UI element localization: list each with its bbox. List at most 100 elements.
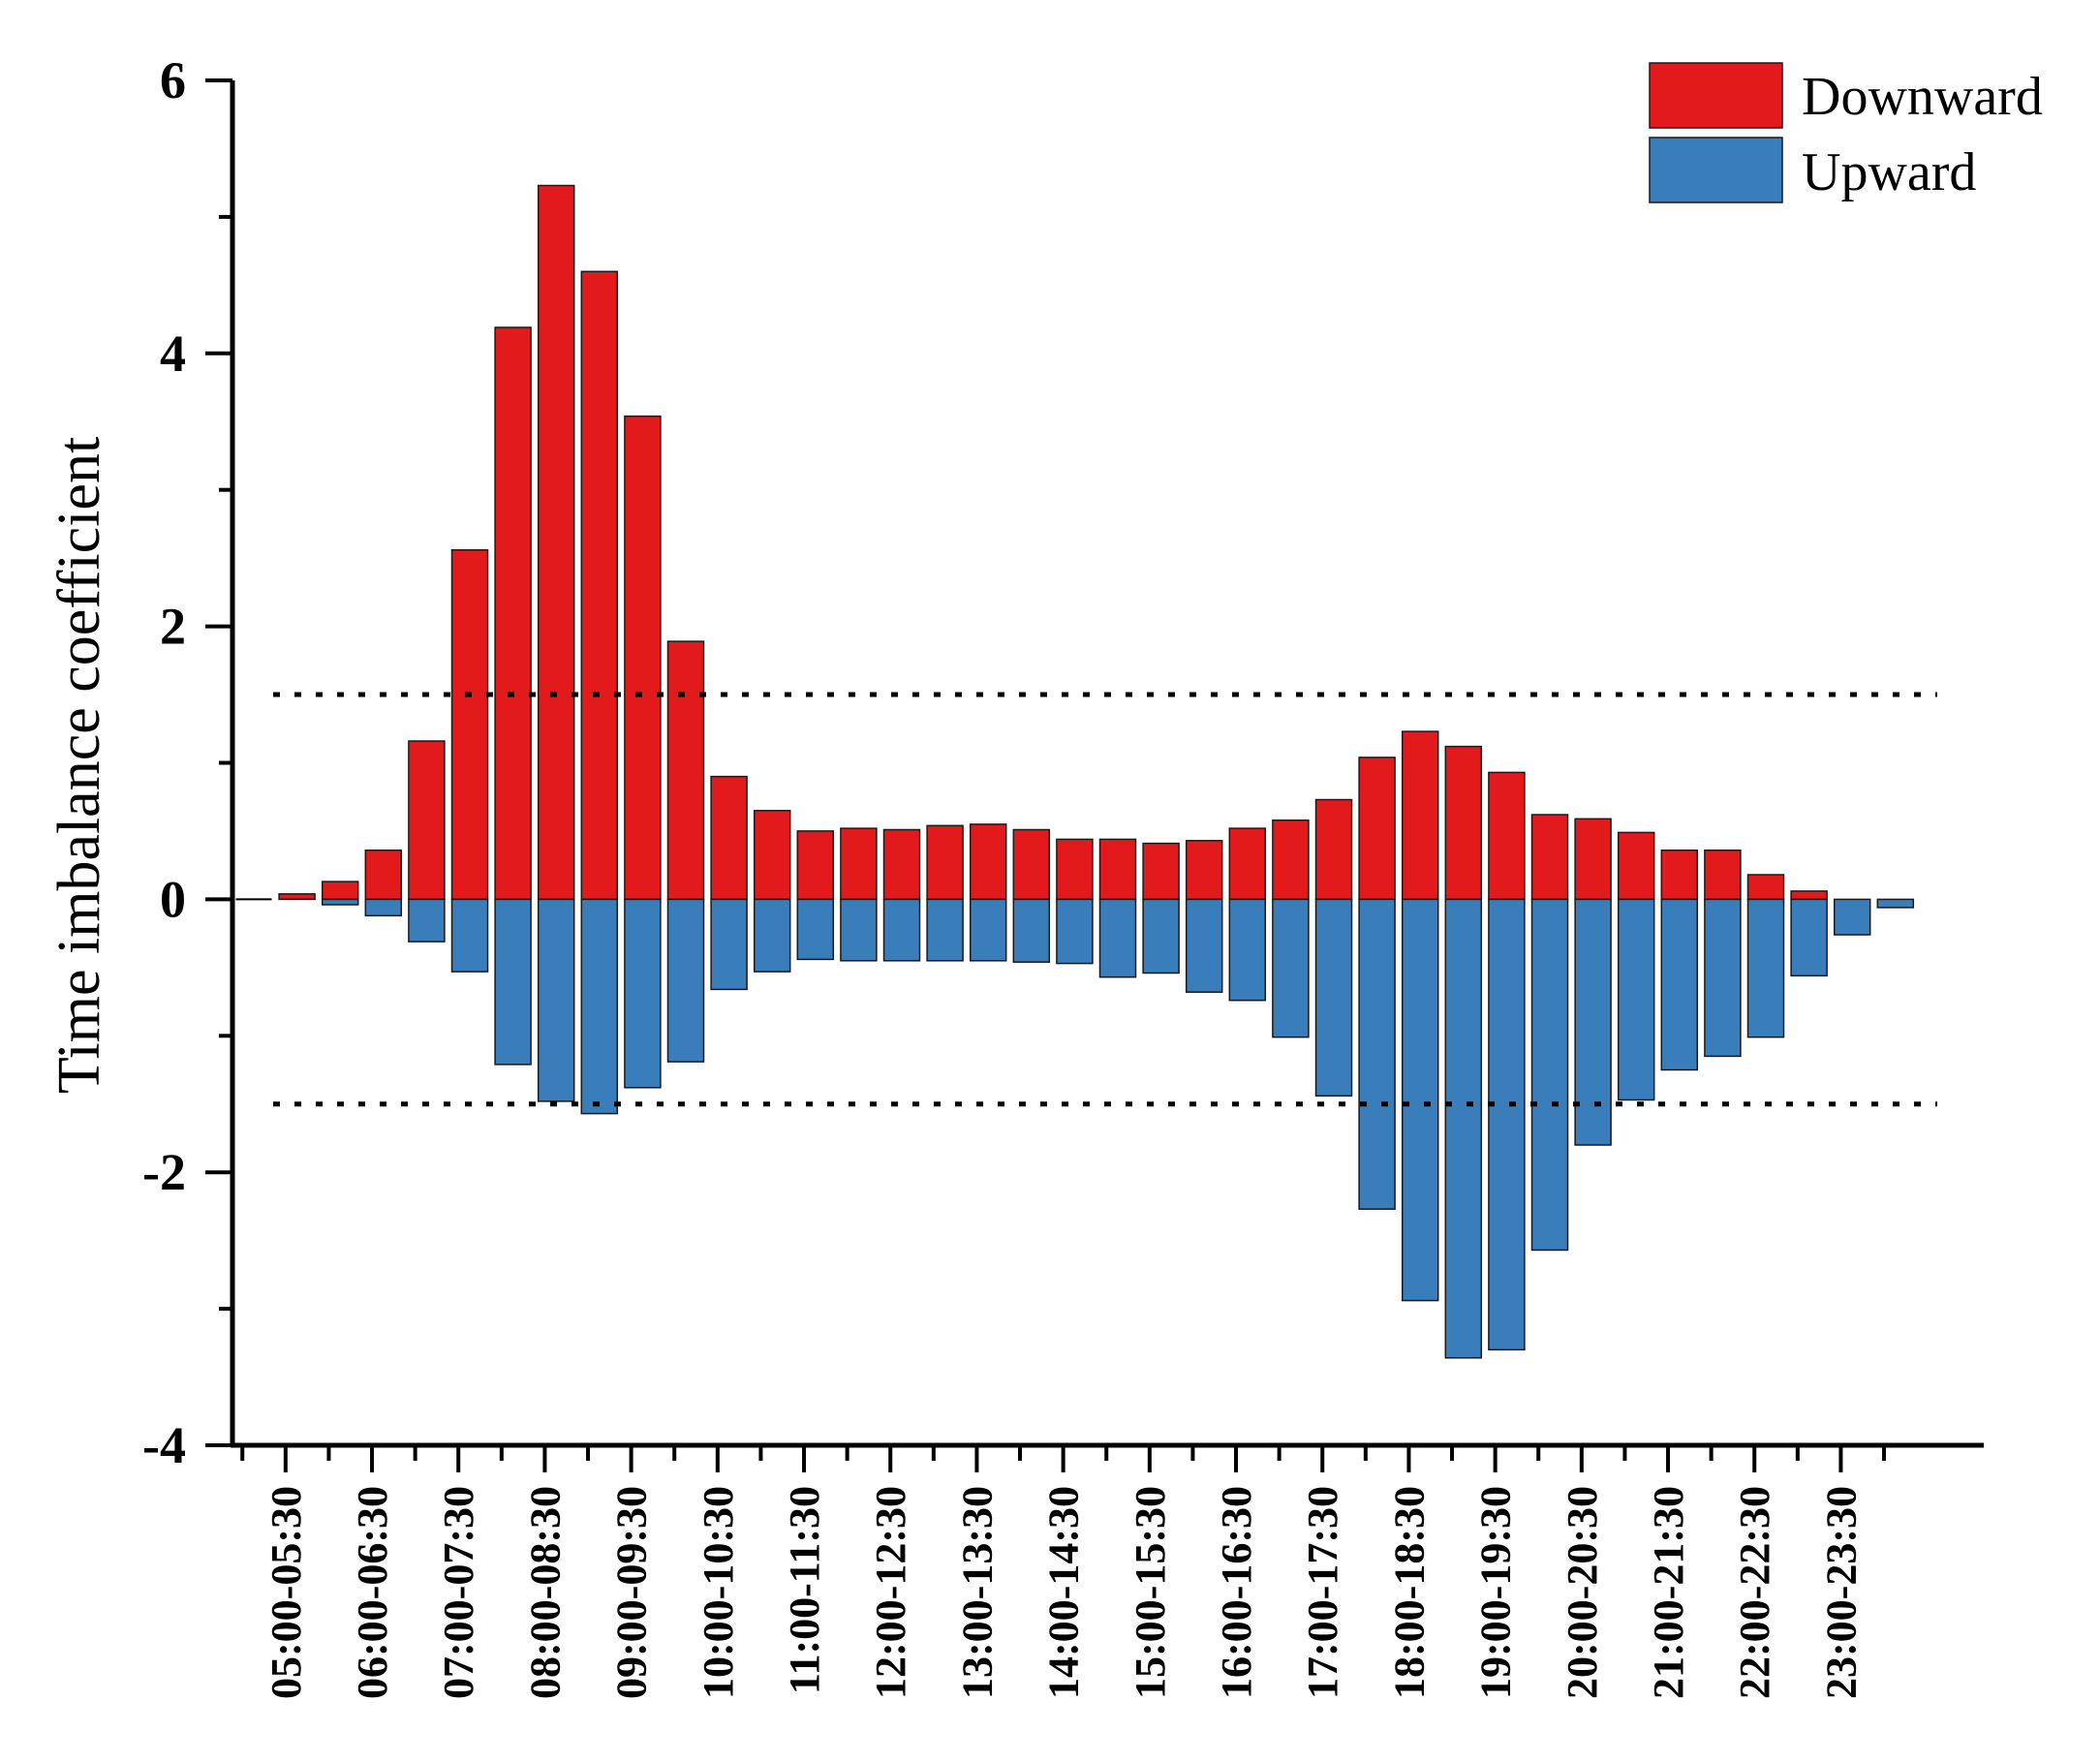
bar-downward-12 xyxy=(753,810,791,901)
bar-upward-14 xyxy=(840,898,878,962)
x-tick-label-13: 18:00-18:30 xyxy=(1385,1486,1433,1699)
bar-upward-20 xyxy=(1098,898,1137,978)
bar-upward-11 xyxy=(710,898,748,991)
x-tick-label-6: 11:00-11:30 xyxy=(781,1486,828,1694)
bar-upward-34 xyxy=(1704,898,1742,1058)
bar-upward-23 xyxy=(1228,898,1267,1002)
bar-upward-5 xyxy=(450,898,489,973)
y-tick-label-6: 6 xyxy=(160,51,186,109)
x-tick-labels: 05:00-05:30 06:00-06:30 07:00-07:30 08:00-0… xyxy=(262,1486,1866,1699)
bar-downward-6 xyxy=(494,326,532,901)
legend-swatch-upward xyxy=(1649,137,1783,203)
x-tick-label-15: 20:00-20:30 xyxy=(1559,1486,1606,1699)
bar-upward-18 xyxy=(1012,898,1051,963)
x-tick-label-11: 16:00-16:30 xyxy=(1213,1486,1260,1699)
bar-downward-16 xyxy=(926,824,964,901)
y-tick-label-4: 4 xyxy=(160,325,186,383)
bar-downward-2 xyxy=(321,881,359,901)
bar-upward-22 xyxy=(1185,898,1223,993)
bar-upward-27 xyxy=(1401,898,1439,1302)
bar-upward-8 xyxy=(580,898,619,1115)
bar-downward-19 xyxy=(1056,838,1094,901)
bar-downward-7 xyxy=(537,184,575,901)
legend-label-upward: Upward xyxy=(1802,142,1976,202)
bar-upward-6 xyxy=(494,898,532,1066)
bar-downward-1 xyxy=(278,893,316,901)
y-axis-title: Time imbalance coefficient xyxy=(46,437,112,1094)
bar-upward-32 xyxy=(1617,898,1655,1101)
bar-downward-21 xyxy=(1142,842,1180,901)
y-tick-labels: -4 -2 0 2 4 6 xyxy=(142,51,186,1474)
bar-downward-28 xyxy=(1444,745,1483,901)
x-tick-label-10: 15:00-15:30 xyxy=(1127,1486,1174,1699)
bar-downward-14 xyxy=(840,827,878,901)
bar-upward-37 xyxy=(1833,898,1871,936)
bar-upward-17 xyxy=(969,898,1007,962)
bar-upward-21 xyxy=(1142,898,1180,974)
bar-downward-17 xyxy=(969,823,1007,901)
bar-downward-10 xyxy=(666,640,705,901)
x-tick-label-17: 22:00-22:30 xyxy=(1731,1486,1778,1699)
bar-upward-16 xyxy=(926,898,964,962)
bar-downward-24 xyxy=(1272,819,1310,901)
bar-downward-31 xyxy=(1574,818,1612,901)
bar-upward-9 xyxy=(624,898,662,1089)
x-tick-label-18: 23:00-23:30 xyxy=(1817,1486,1865,1699)
y-tick-label--4: -4 xyxy=(142,1416,186,1474)
bar-upward-12 xyxy=(753,898,791,973)
axes xyxy=(205,78,1984,1472)
bar-upward-19 xyxy=(1056,898,1094,965)
x-tick-label-12: 17:00-17:30 xyxy=(1299,1486,1346,1699)
x-tick-label-4: 09:00-09:30 xyxy=(608,1486,656,1699)
bar-upward-24 xyxy=(1272,898,1310,1038)
bar-upward-29 xyxy=(1488,898,1526,1351)
x-tick-label-16: 21:00-21:30 xyxy=(1645,1486,1692,1699)
x-tick-label-5: 10:00-10:30 xyxy=(695,1486,742,1699)
bar-upward-7 xyxy=(537,898,575,1102)
bar-downward-32 xyxy=(1617,831,1655,901)
bar-upward-15 xyxy=(882,898,921,962)
legend-label-downward: Downward xyxy=(1802,67,2043,127)
bar-downward-3 xyxy=(364,849,403,901)
bar-downward-29 xyxy=(1488,771,1526,901)
legend-swatch-downward xyxy=(1649,62,1783,129)
bar-upward-30 xyxy=(1530,898,1569,1252)
x-tick-label-0: 05:00-05:30 xyxy=(262,1486,310,1699)
bar-downward-13 xyxy=(796,830,835,901)
bar-upward-3 xyxy=(364,898,403,917)
bars xyxy=(235,184,1915,1359)
bar-downward-20 xyxy=(1098,838,1137,901)
bar-downward-4 xyxy=(408,740,446,901)
bar-downward-11 xyxy=(710,775,748,901)
bar-downward-33 xyxy=(1660,849,1699,901)
y-tick-label--2: -2 xyxy=(142,1143,186,1201)
bar-upward-13 xyxy=(796,898,835,961)
bar-upward-36 xyxy=(1790,898,1828,977)
bar-downward-25 xyxy=(1314,798,1353,901)
threshold-lines xyxy=(273,692,1937,1107)
x-tick-label-3: 08:00-08:30 xyxy=(521,1486,569,1699)
x-tick-label-7: 12:00-12:30 xyxy=(867,1486,914,1699)
bar-downward-8 xyxy=(580,270,619,901)
y-tick-label-2: 2 xyxy=(160,598,186,656)
bar-upward-33 xyxy=(1660,898,1699,1071)
bar-upward-4 xyxy=(408,898,446,943)
bar-downward-5 xyxy=(450,548,489,901)
bar-upward-38 xyxy=(1876,898,1915,909)
bar-downward-30 xyxy=(1530,814,1569,901)
bar-downward-15 xyxy=(882,828,921,901)
x-tick-label-14: 19:00-19:30 xyxy=(1472,1486,1520,1699)
bar-downward-36 xyxy=(1790,890,1828,901)
bar-upward-2 xyxy=(321,898,359,906)
bar-upward-10 xyxy=(666,898,705,1063)
bar-downward-22 xyxy=(1185,840,1223,901)
bar-downward-27 xyxy=(1401,730,1439,901)
bar-downward-18 xyxy=(1012,828,1051,901)
bar-upward-26 xyxy=(1358,898,1396,1210)
x-tick-label-1: 06:00-06:30 xyxy=(349,1486,396,1699)
bar-downward-35 xyxy=(1746,874,1785,901)
x-tick-label-9: 14:00-14:30 xyxy=(1040,1486,1088,1699)
bar-downward-9 xyxy=(624,415,662,901)
bar-upward-28 xyxy=(1444,898,1483,1359)
